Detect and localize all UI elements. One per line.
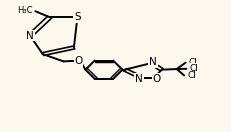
Text: N: N <box>149 57 157 67</box>
Text: Cl: Cl <box>187 71 196 80</box>
Text: Cl: Cl <box>189 64 198 73</box>
Text: O: O <box>74 56 83 66</box>
Text: H₃C: H₃C <box>18 6 33 15</box>
Text: N: N <box>26 31 34 41</box>
Text: S: S <box>74 12 81 22</box>
Text: N: N <box>135 74 143 84</box>
Text: Cl: Cl <box>188 58 197 67</box>
Text: O: O <box>152 74 161 84</box>
